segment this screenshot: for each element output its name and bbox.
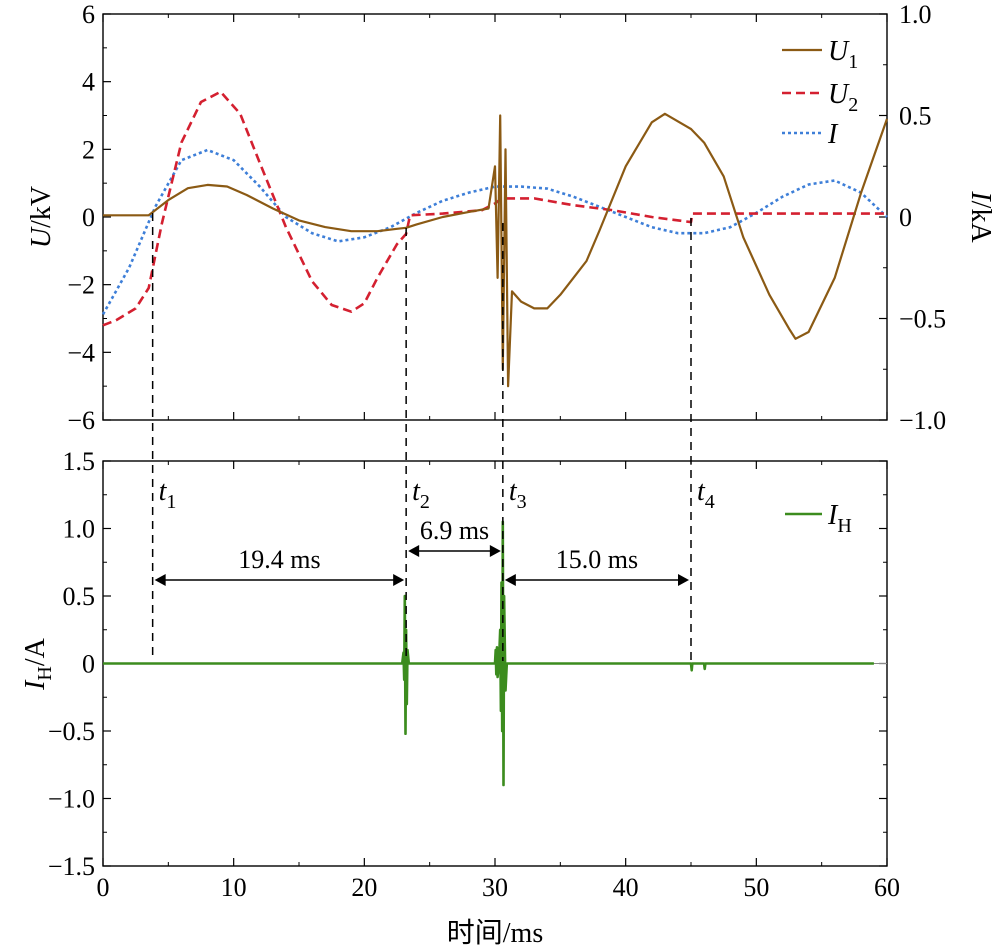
top-left-tick-label: 6 xyxy=(82,0,95,29)
marker-label-main: t xyxy=(697,476,706,507)
top-left-tick-label: 2 xyxy=(82,135,95,164)
marker-label: t3 xyxy=(509,476,527,513)
legend-label-main: U xyxy=(828,36,850,67)
marker-label-sub: 2 xyxy=(420,491,430,513)
top-y-axis-label-unit: /kV xyxy=(26,186,57,228)
interval-label: 19.4 ms xyxy=(238,545,320,574)
bottom-panel: 1.51.00.50−0.5−1.0−1.50 10 20 30 40 50 60时间/ms… xyxy=(20,447,900,949)
marker-label: t4 xyxy=(697,476,715,513)
legend-label-main: U xyxy=(828,79,850,110)
marker-label: t1 xyxy=(159,476,177,513)
marker-label-main: t xyxy=(412,476,421,507)
marker-label: t2 xyxy=(412,476,430,513)
bottom-y-tick-label: −1.5 xyxy=(48,852,95,881)
arrow-head xyxy=(154,574,166,586)
x-axis-label: 时间/ms xyxy=(447,917,543,949)
legend-label-IH: IH xyxy=(827,500,852,537)
bottom-x-tick-label: 30 xyxy=(482,873,508,902)
top-y-axis-label: U/kV xyxy=(26,186,57,248)
marker-label-sub: 1 xyxy=(166,491,176,513)
legend-label-I: I xyxy=(827,119,839,150)
marker-label-main: t xyxy=(509,476,518,507)
top-right-tick-label: −0.5 xyxy=(899,305,946,334)
bottom-y-axis-label-sub: H xyxy=(34,666,56,680)
bottom-y-tick-label: 1.0 xyxy=(63,515,96,544)
arrow-head xyxy=(393,574,405,586)
legend-label-sub: 2 xyxy=(848,94,858,116)
marker-label-sub: 4 xyxy=(705,491,715,513)
top-y2-axis-label-symbol: I xyxy=(965,190,993,202)
bottom-y-tick-label: 0.5 xyxy=(63,582,96,611)
legend-label-sub: 1 xyxy=(848,51,858,73)
top-left-tick-label: −2 xyxy=(67,271,95,300)
bottom-y-axis-label-symbol: I xyxy=(20,679,51,691)
series-line-U1 xyxy=(103,112,889,388)
legend-label-sub: H xyxy=(837,515,851,537)
bottom-y-tick-label: −1.0 xyxy=(48,785,95,814)
marker-label-sub: 3 xyxy=(517,491,527,513)
bottom-y-tick-label: 0 xyxy=(82,650,95,679)
bottom-y-tick-label: −0.5 xyxy=(48,717,95,746)
top-plot-frame xyxy=(102,13,888,421)
legend-label-main: I xyxy=(827,119,839,150)
top-left-tick-label: 4 xyxy=(82,68,95,97)
interval-label: 6.9 ms xyxy=(420,516,489,545)
bottom-x-tick-label: 20 xyxy=(351,873,377,902)
top-right-tick-label: −1.0 xyxy=(899,406,946,435)
top-left-tick-label: −6 xyxy=(67,406,95,435)
bottom-x-tick-label: 10 xyxy=(221,873,247,902)
arrow-head xyxy=(678,574,689,586)
series-line-IH xyxy=(103,520,874,787)
bottom-x-tick-label: 60 xyxy=(874,873,900,902)
legend-label-main: I xyxy=(827,500,839,531)
arrow-head xyxy=(408,545,420,557)
bottom-x-tick-label: 40 xyxy=(613,873,639,902)
top-left-tick-label: 0 xyxy=(82,203,95,232)
bottom-x-tick-label: 0 xyxy=(97,873,110,902)
top-right-tick-label: 0.5 xyxy=(899,102,932,131)
top-y2-axis-label: I/kA xyxy=(965,190,993,243)
series-line-U2 xyxy=(102,90,887,327)
bottom-x-tick-label: 50 xyxy=(743,873,769,902)
bottom-y-axis-label: IH/A xyxy=(20,637,56,691)
bottom-y-axis-label-unit: /A xyxy=(20,637,51,666)
top-left-tick-label: −4 xyxy=(67,338,95,367)
marker-label-main: t xyxy=(159,476,168,507)
legend-label-U1: U1 xyxy=(828,36,858,73)
legend-label-U2: U2 xyxy=(828,79,858,116)
arrow-head xyxy=(489,545,501,557)
top-y2-axis-label-unit: /kA xyxy=(965,201,993,244)
top-right-tick-label: 1.0 xyxy=(899,0,932,29)
top-right-tick-label: 0 xyxy=(899,203,912,232)
top-y-axis-label-symbol: U xyxy=(26,226,57,248)
interval-label: 15.0 ms xyxy=(556,545,638,574)
bottom-y-tick-label: 1.5 xyxy=(63,447,96,476)
arrow-head xyxy=(504,574,516,586)
